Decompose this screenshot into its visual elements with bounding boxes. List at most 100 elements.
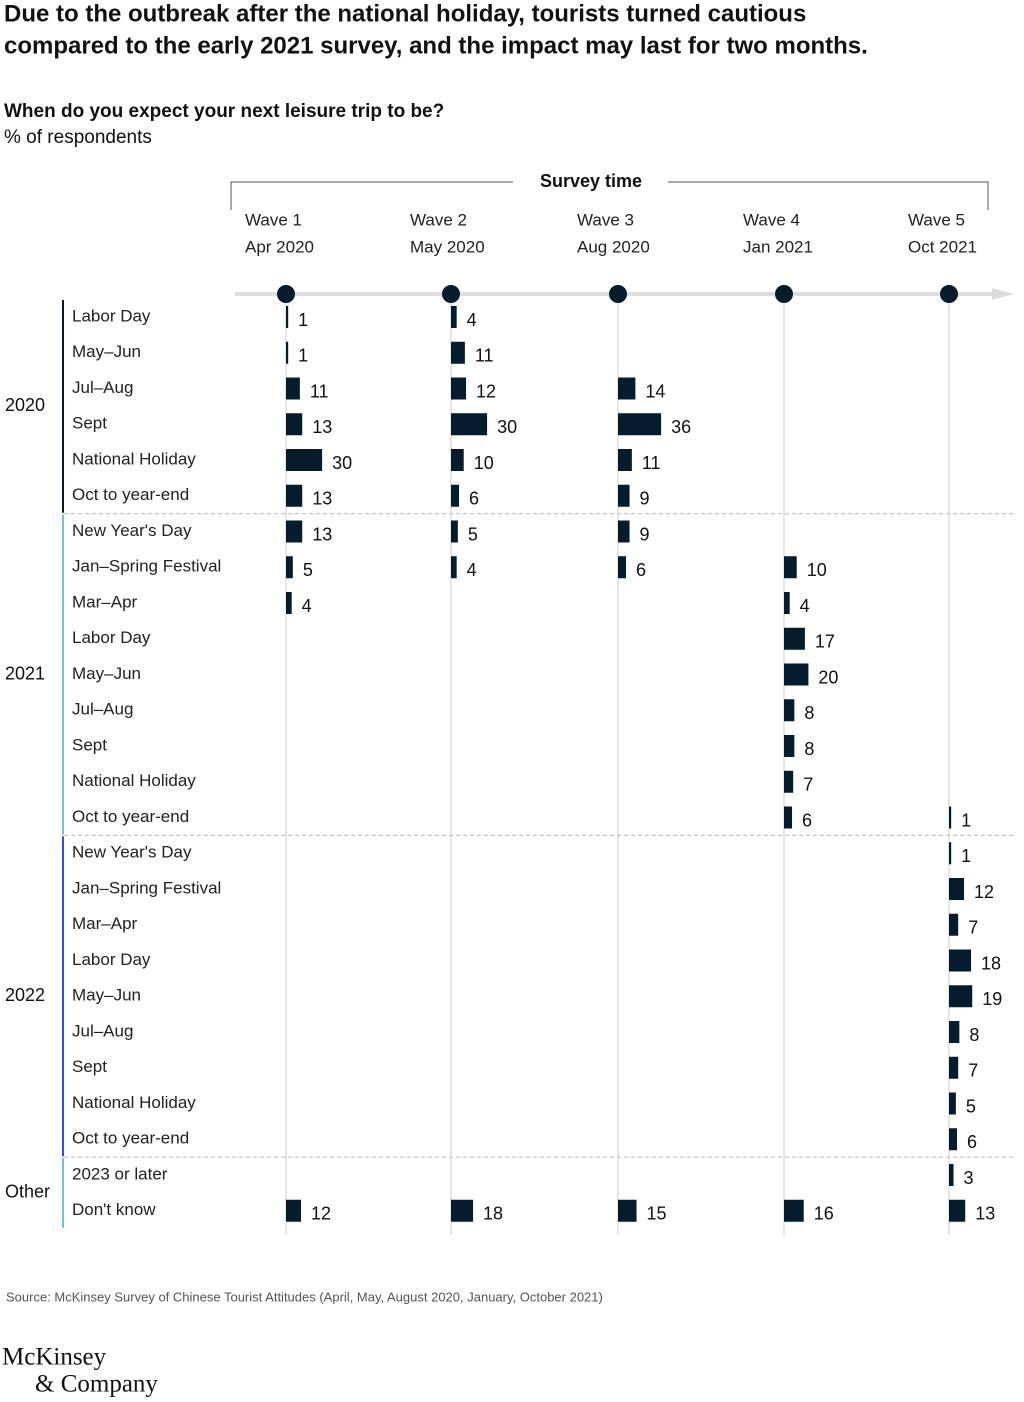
value-label: 12: [311, 1204, 331, 1224]
group-label: 2020: [5, 395, 45, 415]
wave-date: Jan 2021: [743, 237, 813, 256]
bar: [949, 878, 965, 900]
value-label: 4: [467, 310, 477, 330]
wave-dot: [442, 285, 460, 303]
row-label: Oct to year-end: [72, 807, 189, 826]
bar: [784, 556, 797, 579]
value-label: 17: [815, 632, 835, 652]
timeline-arrow: [992, 288, 1014, 300]
bar: [286, 592, 292, 614]
bar: [451, 1199, 474, 1222]
value-label: 8: [969, 1025, 979, 1045]
value-label: 5: [966, 1096, 976, 1116]
value-label: 12: [974, 882, 994, 902]
wave-date: Oct 2021: [908, 237, 977, 256]
value-label: 11: [475, 346, 494, 366]
logo: & Company: [35, 1371, 158, 1398]
row-label: New Year's Day: [72, 521, 192, 540]
bar: [949, 806, 952, 829]
value-label: 13: [975, 1204, 995, 1224]
value-label: 5: [468, 524, 478, 544]
row-label: Labor Day: [72, 628, 151, 647]
logo: McKinsey: [2, 1344, 107, 1371]
row-label: Jul–Aug: [72, 378, 133, 397]
bar: [451, 520, 458, 543]
bracket: [668, 181, 989, 210]
bar: [784, 735, 795, 757]
value-label: 7: [803, 775, 813, 795]
row-label: May–Jun: [72, 342, 141, 361]
bar: [784, 699, 795, 722]
bar: [286, 484, 303, 507]
row-label: Jan–Spring Festival: [72, 557, 221, 576]
row-label: Mar–Apr: [72, 592, 138, 611]
value-label: 13: [312, 489, 332, 509]
bar: [949, 842, 952, 865]
wave-date: Apr 2020: [245, 237, 314, 256]
bar: [618, 413, 662, 436]
value-label: 1: [961, 846, 971, 866]
value-label: 12: [476, 381, 496, 401]
group-label: 2021: [5, 663, 45, 683]
bar: [451, 341, 465, 364]
bar: [618, 484, 630, 507]
value-label: 1: [298, 310, 308, 330]
bar: [286, 341, 289, 364]
value-label: 9: [640, 524, 650, 544]
bar: [784, 1199, 804, 1222]
source: Source: McKinsey Survey of Chinese Touri…: [6, 1289, 603, 1304]
row-label: Sept: [72, 735, 107, 754]
row-label: Labor Day: [72, 950, 151, 969]
bar: [286, 449, 323, 471]
row-label: Jul–Aug: [72, 700, 133, 719]
bar: [618, 520, 630, 543]
wave-dot: [775, 285, 793, 303]
value-label: 13: [312, 417, 332, 437]
value-label: 6: [802, 810, 812, 830]
bar: [784, 592, 790, 614]
row-label: Jul–Aug: [72, 1021, 133, 1040]
bar: [618, 377, 636, 400]
wave-date: Aug 2020: [577, 237, 650, 256]
bar: [784, 770, 794, 793]
value-label: 11: [310, 381, 329, 401]
wave-dot: [277, 285, 295, 303]
bar: [784, 627, 805, 650]
value-label: 6: [636, 560, 646, 580]
value-label: 20: [818, 667, 838, 687]
value-label: 7: [968, 1061, 978, 1081]
bar: [286, 1199, 302, 1222]
wave-dot: [940, 285, 958, 303]
wave-name: Wave 4: [743, 210, 800, 229]
value-label: 10: [807, 560, 827, 580]
row-label: Oct to year-end: [72, 1129, 189, 1148]
bar: [949, 913, 959, 936]
chart-title: Due to the outbreak after the national h…: [4, 0, 806, 27]
row-label: New Year's Day: [72, 843, 192, 862]
bar: [949, 1199, 966, 1222]
value-label: 5: [303, 560, 313, 580]
bracket: [230, 181, 513, 210]
row-label: Jan–Spring Festival: [72, 878, 221, 897]
bar: [451, 306, 457, 328]
bar: [949, 1021, 960, 1043]
row-label: 2023 or later: [72, 1164, 168, 1183]
value-label: 15: [647, 1204, 667, 1224]
value-label: 16: [814, 1204, 834, 1224]
bar: [451, 413, 488, 436]
bar: [949, 1128, 958, 1151]
value-label: 30: [497, 417, 517, 437]
bar: [451, 449, 464, 471]
wave-name: Wave 1: [245, 210, 302, 229]
bar: [286, 377, 300, 400]
value-label: 18: [483, 1204, 503, 1224]
bar: [949, 1092, 956, 1115]
value-label: 13: [312, 524, 332, 544]
group-label: 2022: [5, 985, 45, 1005]
wave-date: May 2020: [410, 237, 485, 256]
value-label: 1: [298, 346, 308, 366]
value-label: 6: [469, 489, 479, 509]
row-label: Sept: [72, 414, 107, 433]
bar: [451, 377, 467, 400]
row-label: Don't know: [72, 1200, 156, 1219]
